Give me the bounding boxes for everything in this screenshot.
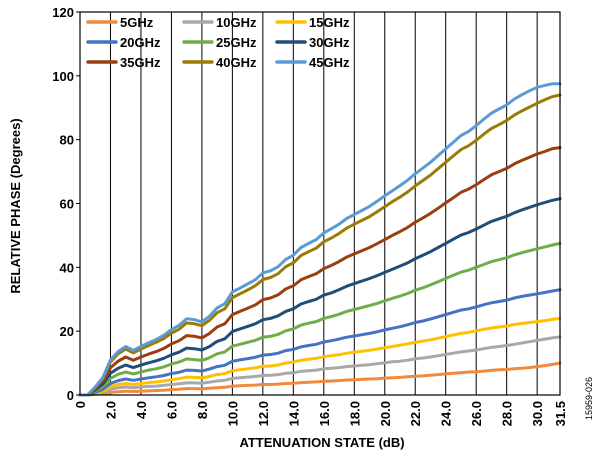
legend-label: 15GHz [309, 15, 350, 30]
axes [76, 11, 561, 396]
y-tick-label: 80 [60, 133, 74, 148]
legend-entry-15ghz: 15GHz [275, 15, 350, 30]
legend-entry-35ghz: 35GHz [86, 55, 161, 70]
legend-label: 5GHz [120, 15, 154, 30]
x-tick-label: 2.0 [104, 401, 119, 419]
legend: 5GHz 10GHz 15GHz 20GHz 25GHz 30GHz 35GHz 40GHz 4… [86, 15, 350, 70]
x-tick-label: 20.0 [378, 401, 393, 426]
x-tick-label: 4.0 [134, 401, 149, 419]
y-axis-title: RELATIVE PHASE (Degrees) [8, 118, 23, 293]
legend-label: 30GHz [309, 35, 350, 50]
y-tick-label: 20 [60, 324, 74, 339]
series-line-5ghz [78, 361, 562, 397]
x-tick-label: 16.0 [317, 401, 332, 426]
series-line-40ghz [78, 93, 562, 397]
series-line-45ghz [78, 82, 562, 397]
legend-entry-30ghz: 30GHz [275, 35, 350, 50]
x-tick-label: 26.0 [469, 401, 484, 426]
series-line-15ghz [78, 316, 562, 397]
x-tick-label: 12.0 [256, 401, 271, 426]
series-line-35ghz [78, 146, 562, 397]
series-line-30ghz [78, 197, 562, 397]
series-layer [78, 82, 562, 397]
x-tick-label: 30.0 [530, 401, 545, 426]
legend-label: 25GHz [216, 35, 257, 50]
x-tick-label: 10.0 [225, 401, 240, 426]
series-line-25ghz [78, 241, 562, 397]
x-axis-title: ATTENUATION STATE (dB) [239, 435, 404, 450]
y-tick-label: 120 [52, 5, 74, 20]
x-tick-label: 6.0 [164, 401, 179, 419]
legend-label: 45GHz [309, 55, 350, 70]
legend-entry-40ghz: 40GHz [182, 55, 257, 70]
tick-labels: 0 20 40 60 80 100 120 0 2.0 4.0 6.0 8.0 10.0 12.0 14.0… [52, 5, 568, 426]
legend-entry-25ghz: 25GHz [182, 35, 257, 50]
legend-entry-45ghz: 45GHz [275, 55, 350, 70]
legend-entry-5ghz: 5GHz [86, 15, 154, 30]
x-tick-label: 28.0 [500, 401, 515, 426]
x-tick-label: 14.0 [286, 401, 301, 426]
series-line-10ghz [78, 335, 562, 397]
series-line-20ghz [78, 288, 562, 397]
legend-label: 40GHz [216, 55, 257, 70]
legend-label: 20GHz [120, 35, 161, 50]
x-tick-label: 18.0 [347, 401, 362, 426]
legend-entry-10ghz: 10GHz [182, 15, 257, 30]
figure-id: 15959-026 [584, 377, 594, 420]
x-tick-label: 8.0 [195, 401, 210, 419]
x-tick-label: 22.0 [408, 401, 423, 426]
x-tick-label: 31.5 [553, 401, 568, 426]
y-tick-label: 40 [60, 260, 74, 275]
y-tick-label: 0 [67, 388, 74, 403]
legend-label: 10GHz [216, 15, 257, 30]
x-tick-label: 24.0 [439, 401, 454, 426]
x-tick-label: 0 [73, 401, 88, 408]
y-tick-label: 100 [52, 69, 74, 84]
legend-label: 35GHz [120, 55, 161, 70]
y-tick-label: 60 [60, 197, 74, 212]
legend-entry-20ghz: 20GHz [86, 35, 161, 50]
